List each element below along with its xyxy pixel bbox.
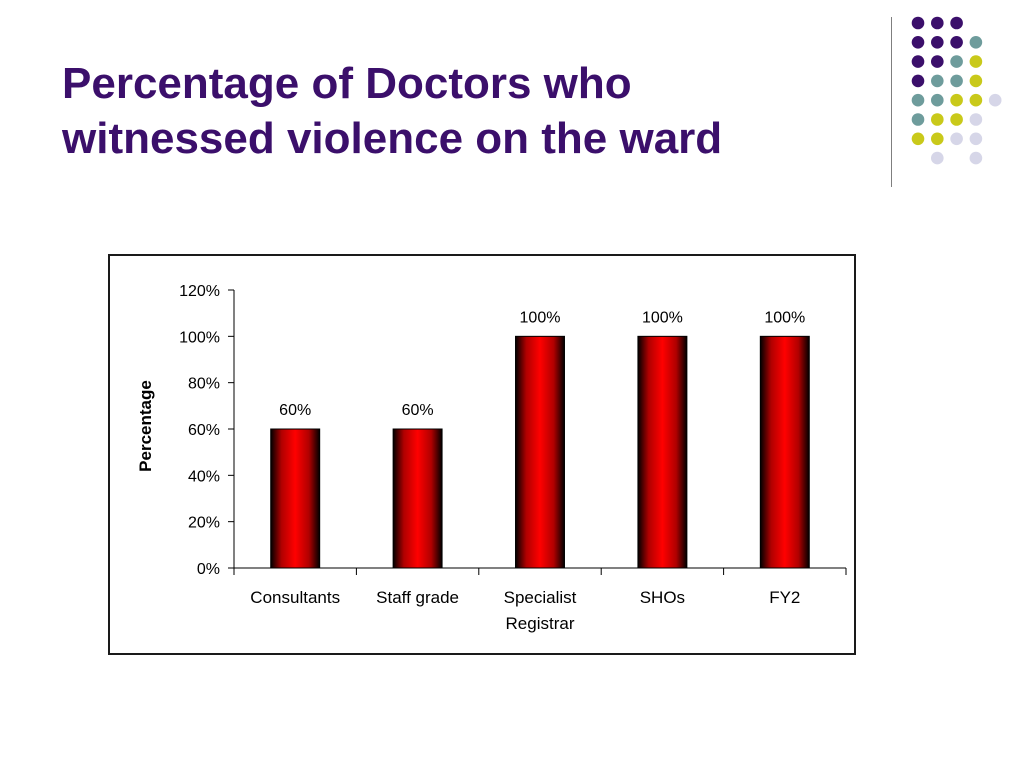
bar — [392, 428, 443, 569]
y-tick-label: 80% — [188, 376, 220, 393]
y-tick-label: 100% — [179, 329, 220, 346]
slide-title: Percentage of Doctors who witnessed viol… — [62, 56, 862, 166]
data-label: 100% — [520, 309, 561, 326]
title-line-1: Percentage of Doctors who — [62, 59, 632, 108]
x-tick-label: Staff grade — [376, 588, 459, 607]
decorative-dot — [911, 16, 925, 30]
title-divider — [891, 17, 892, 187]
bar-chart: 0% 20% 40% 60% 80% 100% 120% Percentage 60% Consu… — [136, 283, 847, 633]
decorative-dot — [911, 55, 925, 68]
decorative-dot — [969, 36, 983, 49]
decorative-dot — [911, 93, 925, 107]
data-label: 100% — [642, 309, 683, 326]
decorative-dot — [969, 132, 983, 146]
decorative-dot — [950, 113, 963, 126]
decorative-dot — [931, 16, 944, 30]
decorative-dot — [931, 74, 944, 88]
data-label: 60% — [279, 402, 311, 419]
bar — [759, 335, 810, 569]
decorative-dot — [950, 132, 963, 146]
data-label: 60% — [402, 402, 434, 419]
decorative-dot — [931, 151, 944, 165]
decorative-dot — [988, 93, 1002, 107]
decorative-dot — [950, 74, 963, 88]
x-tick-label: SHOs — [640, 588, 685, 607]
x-tick-label: Consultants — [250, 588, 340, 607]
decorative-dot — [950, 36, 963, 49]
x-tick-label: Registrar — [506, 614, 575, 633]
y-tick-label: 20% — [188, 515, 220, 532]
decorative-dot — [969, 113, 983, 126]
y-tick-label: 120% — [179, 283, 220, 300]
decorative-dot — [950, 55, 963, 68]
decorative-dot — [911, 36, 925, 49]
decorative-dot — [969, 93, 983, 107]
decorative-dot — [931, 132, 944, 146]
bar — [270, 428, 321, 569]
decorative-dot — [911, 113, 925, 126]
y-tick-label: 0% — [197, 561, 220, 578]
data-label: 100% — [764, 309, 805, 326]
decorative-dot — [911, 132, 925, 146]
y-axis-title: Percentage — [136, 380, 155, 472]
x-tick-label: FY2 — [769, 588, 800, 607]
decorative-dot — [931, 113, 944, 126]
decorative-dot — [931, 55, 944, 68]
decorative-dot — [931, 36, 944, 49]
decorative-dot — [969, 74, 983, 88]
decorative-dot — [911, 74, 925, 88]
bar — [515, 335, 565, 569]
decorative-dot — [969, 151, 983, 165]
chart-frame: 0% 20% 40% 60% 80% 100% 120% Percentage 60% Consu… — [108, 254, 856, 655]
x-tick-label: Specialist — [504, 588, 577, 607]
bar — [637, 335, 688, 569]
decorative-dot — [950, 93, 963, 107]
decorative-dot — [969, 55, 983, 68]
y-tick-label: 60% — [188, 422, 220, 439]
decorative-dot — [931, 93, 944, 107]
title-line-2: witnessed violence on the ward — [62, 114, 723, 163]
y-tick-label: 40% — [188, 468, 220, 485]
decorative-dot-grid — [911, 16, 1002, 165]
decorative-dot — [950, 16, 963, 30]
